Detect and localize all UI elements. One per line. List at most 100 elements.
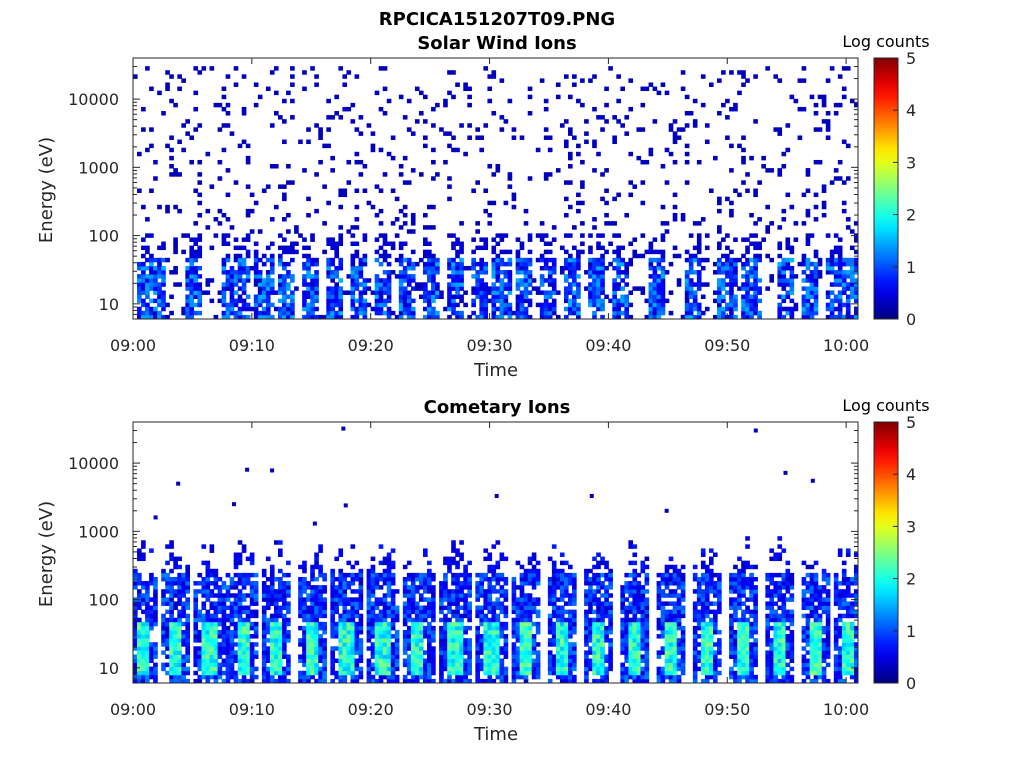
heatmap-cell — [813, 204, 819, 210]
heatmap-cell — [507, 278, 513, 283]
heatmap-cell — [853, 102, 858, 108]
heatmap-cell — [459, 245, 464, 251]
heatmap-cell — [193, 646, 199, 651]
heatmap-cell — [620, 310, 625, 316]
heatmap-cell — [209, 589, 215, 594]
heatmap-cell — [265, 286, 271, 291]
heatmap-cell — [479, 135, 485, 140]
heatmap-cell — [269, 621, 275, 627]
heatmap-cell — [592, 621, 597, 627]
heatmap-cell — [741, 135, 746, 140]
heatmap-cell — [547, 556, 553, 562]
heatmap-cell — [741, 274, 746, 279]
heatmap-cell — [572, 642, 577, 647]
heatmap-cell — [499, 314, 505, 319]
heatmap-cell — [491, 605, 497, 610]
heatmap-cell — [354, 204, 360, 210]
heatmap-cell — [169, 172, 174, 177]
heatmap-cell — [447, 560, 452, 566]
heatmap-cell — [568, 261, 573, 267]
heatmap-cell — [410, 646, 416, 651]
heatmap-cell — [515, 294, 521, 300]
heatmap-cell — [354, 642, 360, 647]
heatmap-cell — [342, 650, 348, 655]
heatmap-cell — [185, 629, 190, 635]
heatmap-cell — [181, 634, 186, 639]
heatmap-cell — [596, 270, 601, 275]
heatmap-cell — [805, 290, 811, 295]
heatmap-cell — [390, 241, 396, 246]
heatmap-cell — [209, 646, 215, 651]
heatmap-cell — [721, 310, 726, 316]
heatmap-cell — [410, 670, 416, 676]
heatmap-cell — [282, 621, 287, 627]
heatmap-cell — [169, 621, 174, 627]
heatmap-cell — [447, 265, 452, 271]
heatmap-cell — [745, 172, 750, 177]
heatmap-cell — [370, 568, 376, 574]
heatmap-cell — [193, 237, 199, 242]
heatmap-cell — [261, 589, 267, 594]
heatmap-cell — [511, 601, 517, 606]
heatmap-cell — [209, 544, 215, 549]
heatmap-cell — [273, 654, 279, 659]
heatmap-cell — [310, 625, 315, 631]
heatmap-cell — [684, 270, 690, 275]
heatmap-cell — [475, 589, 480, 594]
heatmap-cell — [785, 147, 791, 153]
heatmap-cell — [483, 613, 489, 619]
colorbar-tick-label: 4 — [906, 101, 916, 120]
y-tick-label: 1000 — [78, 158, 119, 177]
heatmap-cell — [688, 111, 694, 116]
heatmap-cell — [463, 666, 468, 672]
heatmap-cell — [338, 650, 344, 655]
heatmap-cell — [402, 265, 408, 271]
heatmap-cell — [350, 666, 356, 672]
heatmap-cell — [568, 613, 573, 619]
heatmap-cell — [741, 265, 746, 271]
heatmap-cell — [547, 678, 553, 683]
heatmap-cell — [551, 621, 557, 627]
heatmap-cell — [366, 286, 372, 291]
heatmap-cell — [588, 581, 593, 586]
heatmap-cell — [149, 617, 154, 623]
heatmap-cell — [523, 625, 529, 631]
heatmap-cell — [201, 593, 207, 598]
heatmap-cell — [366, 601, 372, 606]
heatmap-cell — [841, 314, 847, 319]
heatmap-cell — [173, 629, 178, 635]
heatmap-cell — [563, 617, 569, 623]
heatmap-cell — [467, 585, 472, 590]
heatmap-cell — [523, 221, 529, 226]
heatmap-cell — [439, 589, 444, 594]
heatmap-cell — [213, 674, 219, 680]
heatmap-cell — [338, 674, 344, 680]
heatmap-cell — [648, 261, 654, 267]
heatmap-cell — [479, 634, 485, 639]
heatmap-cell — [153, 670, 158, 676]
heatmap-cell — [592, 646, 597, 651]
heatmap-cell — [386, 576, 392, 582]
heatmap-cell — [765, 168, 770, 173]
heatmap-cell — [769, 221, 775, 226]
heatmap-cell — [390, 310, 396, 316]
heatmap-cell — [205, 650, 211, 655]
heatmap-cell — [133, 621, 138, 627]
heatmap-cell — [205, 151, 211, 157]
heatmap-cell — [213, 613, 219, 619]
heatmap-cell — [475, 670, 480, 676]
panel-title: Cometary Ions — [424, 397, 571, 418]
heatmap-cell — [503, 605, 509, 610]
heatmap-cell — [455, 552, 460, 557]
heatmap-cell — [378, 261, 384, 267]
heatmap-cell — [640, 86, 646, 92]
heatmap-cell — [261, 310, 267, 316]
heatmap-cell — [314, 625, 319, 631]
heatmap-cell — [531, 638, 537, 643]
heatmap-cell — [253, 306, 259, 312]
heatmap-cell — [374, 298, 380, 304]
heatmap-cell — [153, 589, 158, 594]
heatmap-cell — [447, 654, 452, 659]
heatmap-cell — [801, 192, 807, 198]
heatmap-cell — [789, 310, 795, 316]
